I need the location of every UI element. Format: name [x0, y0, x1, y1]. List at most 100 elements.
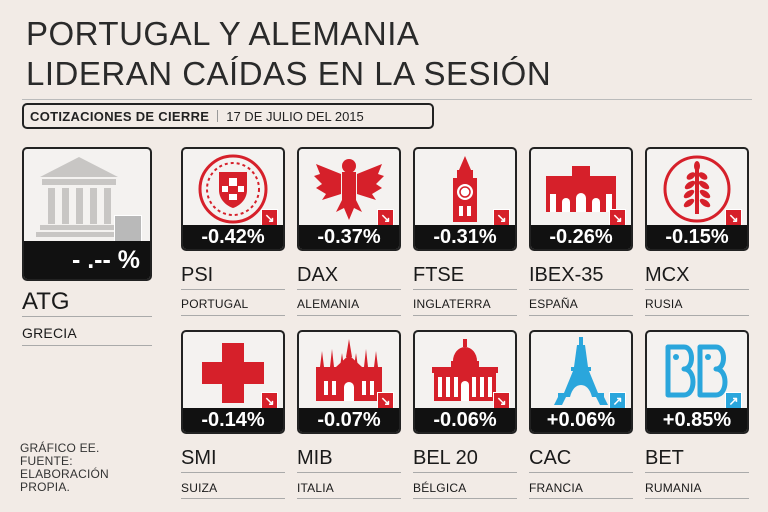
index-card-mcx: ↘ -0.15% [645, 147, 749, 251]
divider [297, 472, 401, 473]
index-percent: -0.07% [299, 408, 399, 432]
puerta-alcala-icon [531, 149, 631, 229]
index-country: RUSIA [645, 297, 683, 311]
big-ben-icon [415, 149, 515, 229]
index-name: FTSE [413, 264, 465, 286]
index-percent: -0.15% [647, 225, 747, 249]
divider [181, 472, 285, 473]
index-country: BÉLGICA [413, 481, 467, 495]
index-percent: -0.37% [299, 225, 399, 249]
index-percent: -0.42% [183, 225, 283, 249]
featured-country: GRECIA [22, 325, 77, 341]
divider [22, 316, 152, 317]
german-eagle-icon [299, 149, 399, 229]
index-name: IBEX-35 [529, 264, 604, 286]
source-line: GRÁFICO EE. [20, 441, 100, 455]
no-change-indicator [114, 215, 142, 243]
index-card-ftse: ↘ -0.31% [413, 147, 517, 251]
divider [529, 315, 633, 316]
title-line-2: LIDERAN CAÍDAS EN LA SESIÓN [26, 55, 552, 92]
divider [297, 498, 401, 499]
index-card-bet: ↗ +0.85% [645, 330, 749, 434]
divider [413, 498, 517, 499]
index-percent: +0.06% [531, 408, 631, 432]
source-line: ELABORACIÓN [20, 467, 109, 481]
down-arrow-icon: ↘ [261, 392, 278, 409]
index-card-dax: ↘ -0.37% [297, 147, 401, 251]
divider [645, 498, 749, 499]
greek-temple-icon [34, 155, 124, 239]
up-arrow-icon: ↗ [609, 392, 626, 409]
swiss-cross-icon [183, 332, 283, 412]
divider [22, 99, 752, 100]
header-bar: COTIZACIONES DE CIERRE 17 DE JULIO DEL 2… [22, 103, 434, 129]
milan-cathedral-icon [299, 332, 399, 412]
divider [181, 498, 285, 499]
featured-card: - .-- % [22, 147, 152, 281]
header-label: COTIZACIONES DE CIERRE [30, 108, 210, 124]
divider [529, 472, 633, 473]
portugal-shield-icon [183, 149, 283, 229]
down-arrow-icon: ↘ [377, 209, 394, 226]
index-country: ITALIA [297, 481, 334, 495]
divider [181, 289, 285, 290]
index-country: SUIZA [181, 481, 218, 495]
index-name: MIB [297, 447, 333, 469]
index-name: BET [645, 447, 684, 469]
down-arrow-icon: ↘ [609, 209, 626, 226]
index-percent: -0.06% [415, 408, 515, 432]
index-name: CAC [529, 447, 572, 469]
index-country: INGLATERRA [413, 297, 491, 311]
index-country: ALEMANIA [297, 297, 360, 311]
index-country: FRANCIA [529, 481, 584, 495]
divider [529, 498, 633, 499]
index-country: ESPAÑA [529, 297, 578, 311]
divider [413, 472, 517, 473]
palace-justice-icon [415, 332, 515, 412]
index-name: DAX [297, 264, 339, 286]
source-line: PROPIA. [20, 480, 71, 494]
index-percent: -0.26% [531, 225, 631, 249]
title-line-1: PORTUGAL Y ALEMANIA [26, 15, 420, 52]
index-card-mib: ↘ -0.07% [297, 330, 401, 434]
index-card-cac: ↗ +0.06% [529, 330, 633, 434]
down-arrow-icon: ↘ [377, 392, 394, 409]
index-percent: -0.14% [183, 408, 283, 432]
divider [645, 472, 749, 473]
featured-percent: - .-- % [24, 241, 150, 279]
header-date: 17 DE JULIO DEL 2015 [226, 108, 364, 124]
index-name: BEL 20 [413, 447, 478, 469]
down-arrow-icon: ↘ [493, 209, 510, 226]
down-arrow-icon: ↘ [493, 392, 510, 409]
divider [297, 289, 401, 290]
index-name: SMI [181, 447, 217, 469]
index-card-bel: ↘ -0.06% [413, 330, 517, 434]
index-card-psi: ↘ -0.42% [181, 147, 285, 251]
divider [22, 345, 152, 346]
divider [529, 289, 633, 290]
bet-logo-icon [647, 332, 747, 412]
divider [645, 315, 749, 316]
header-separator [217, 110, 219, 122]
divider [413, 315, 517, 316]
featured-index-name: ATG [22, 288, 70, 315]
down-arrow-icon: ↘ [725, 209, 742, 226]
divider [645, 289, 749, 290]
source-line: FUENTE: [20, 454, 73, 468]
eiffel-tower-icon [531, 332, 631, 412]
index-percent: +0.85% [647, 408, 747, 432]
down-arrow-icon: ↘ [261, 209, 278, 226]
index-card-ibex: ↘ -0.26% [529, 147, 633, 251]
index-country: RUMANIA [645, 481, 702, 495]
source-note: GRÁFICO EE. FUENTE: ELABORACIÓN PROPIA. [20, 442, 109, 494]
divider [297, 315, 401, 316]
index-percent: -0.31% [415, 225, 515, 249]
divider [413, 289, 517, 290]
index-name: MCX [645, 264, 690, 286]
index-name: PSI [181, 264, 214, 286]
up-arrow-icon: ↗ [725, 392, 742, 409]
index-card-smi: ↘ -0.14% [181, 330, 285, 434]
index-country: PORTUGAL [181, 297, 249, 311]
divider [181, 315, 285, 316]
wheat-emblem-icon [647, 149, 747, 229]
